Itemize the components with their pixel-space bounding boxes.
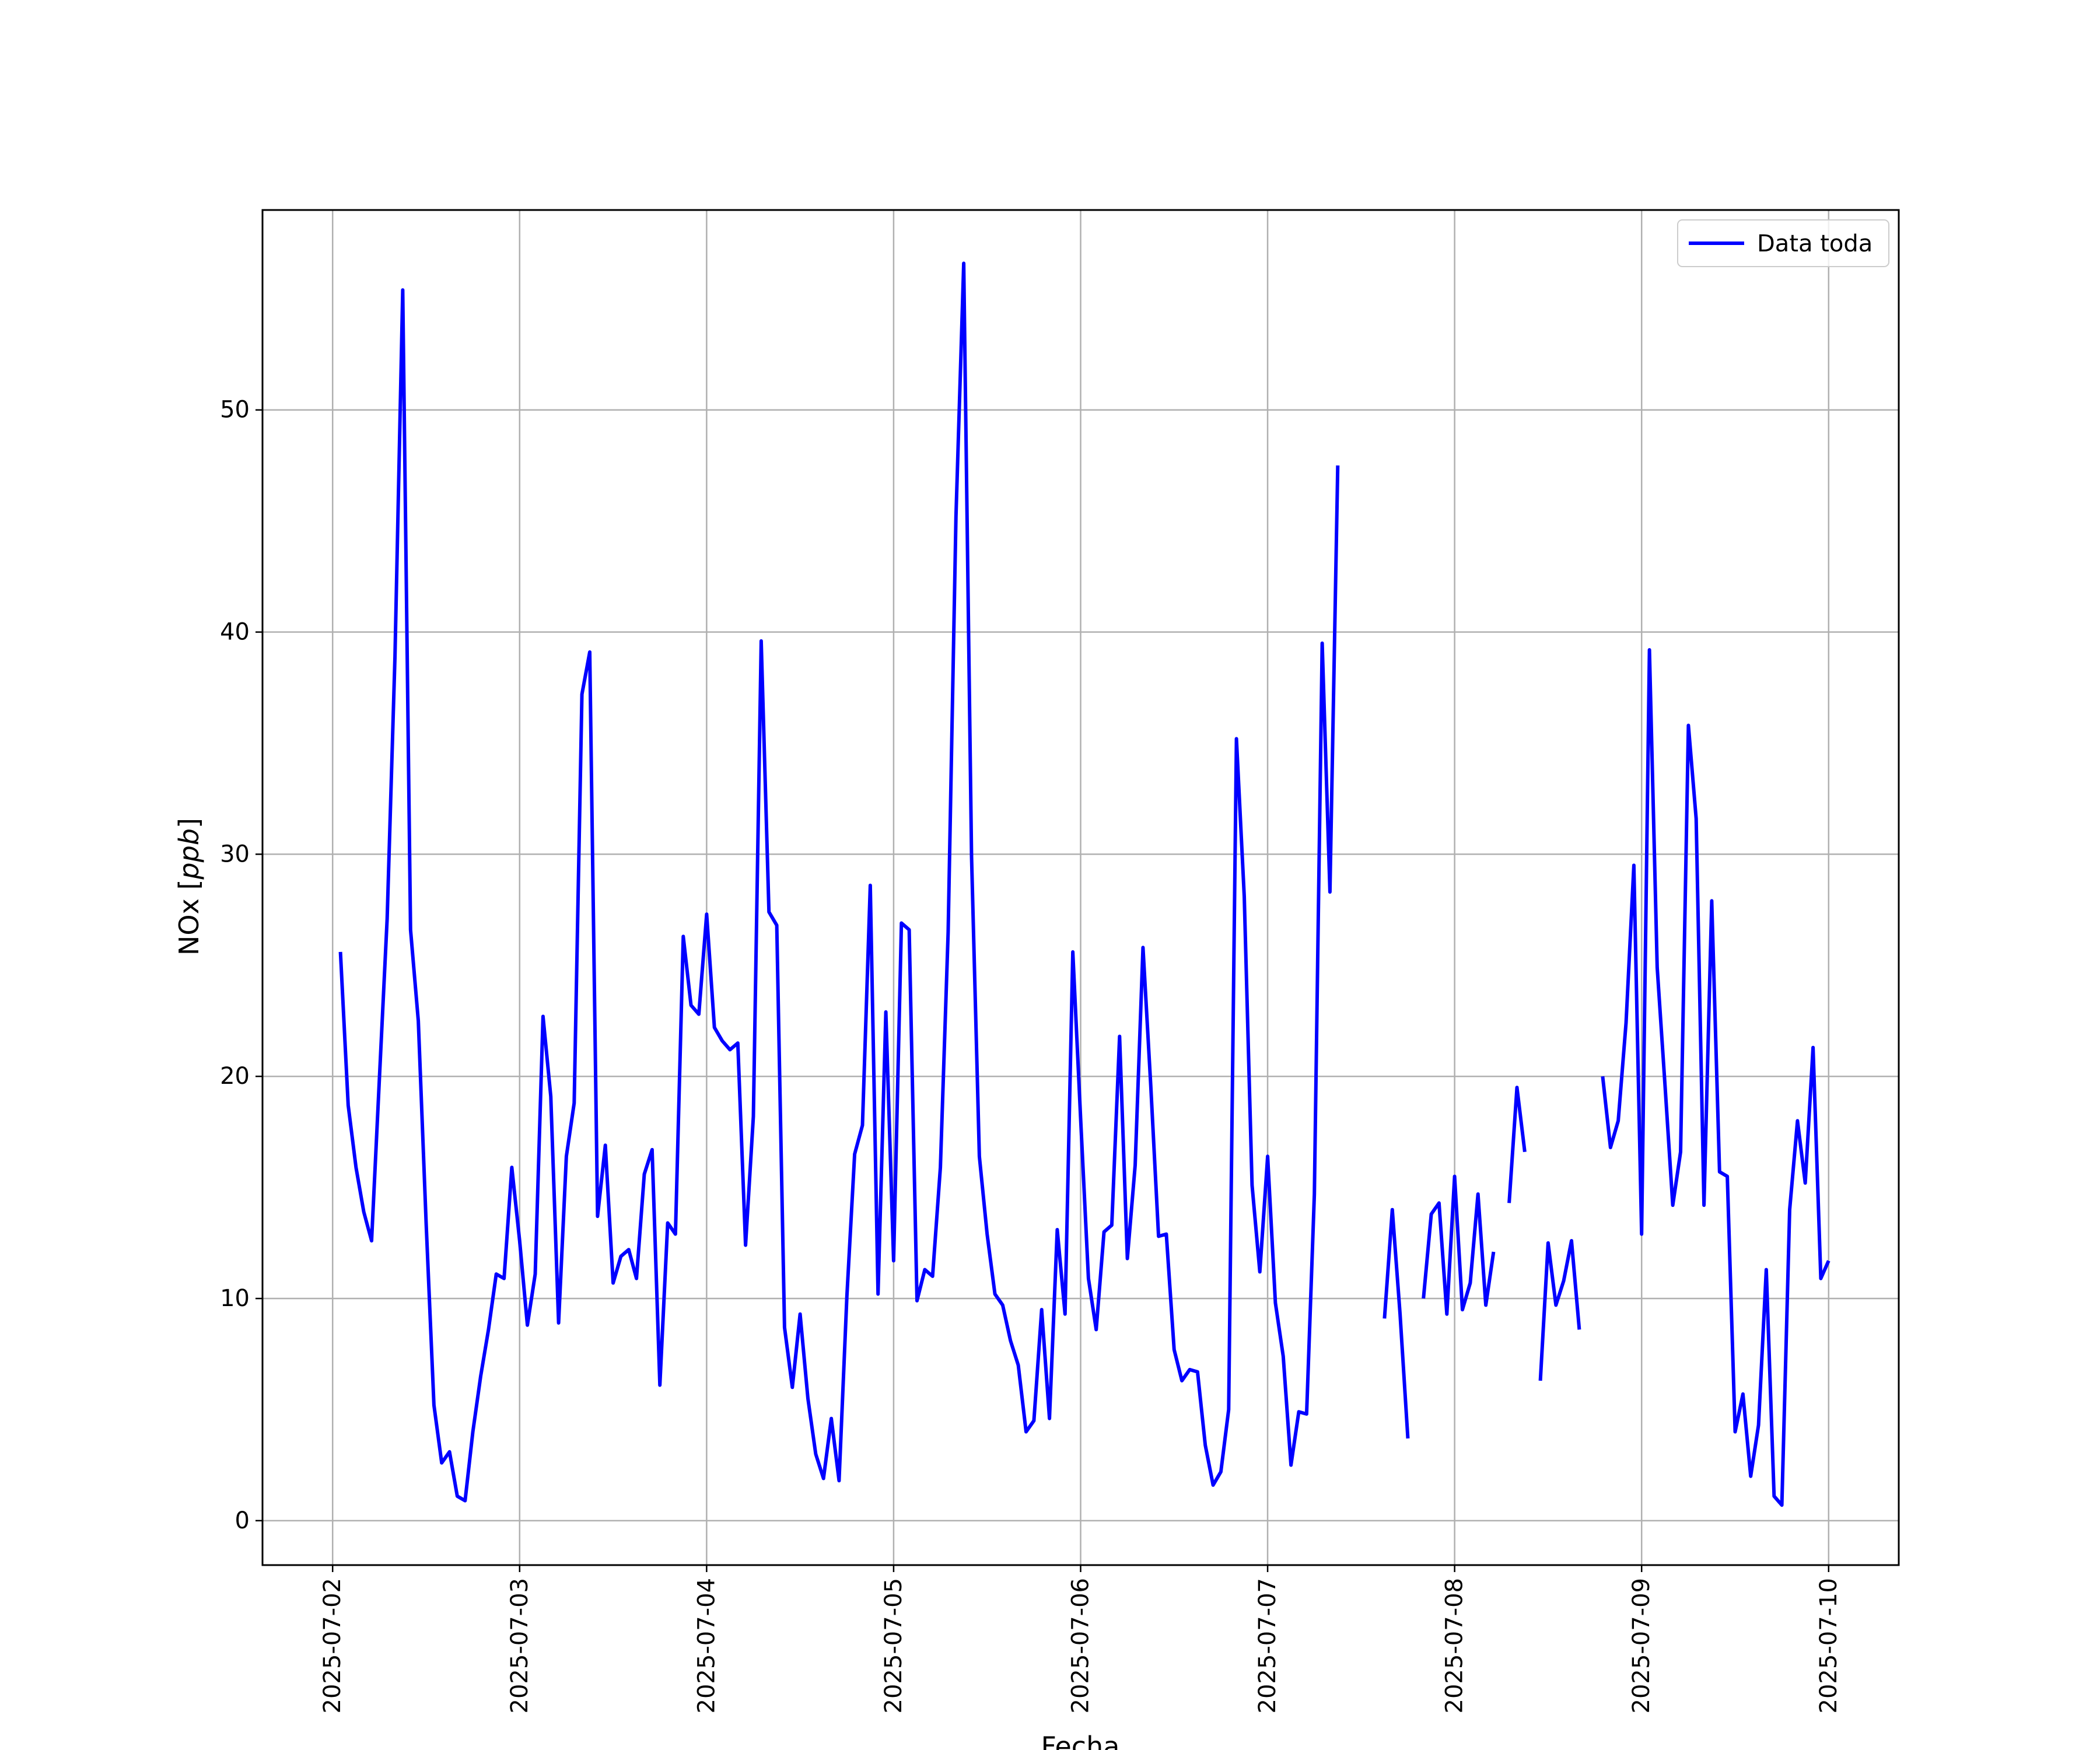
y-tick-label: 40 bbox=[220, 619, 250, 646]
series-line-segment bbox=[1538, 1239, 1581, 1381]
x-tick-label: 2025-07-04 bbox=[693, 1578, 720, 1713]
x-tick-label: 2025-07-08 bbox=[1441, 1578, 1468, 1713]
legend: Data toda bbox=[1677, 219, 1889, 267]
y-tick-label: 50 bbox=[220, 397, 250, 424]
x-tick-label: 2025-07-10 bbox=[1815, 1578, 1842, 1713]
y-ticks: 0 10 20 30 40 50 bbox=[220, 397, 262, 1534]
x-ticks: 2025-07-02 2025-07-03 2025-07-04 2025-07-05… bbox=[319, 1565, 1842, 1713]
x-axis-title: Fecha bbox=[1041, 1731, 1120, 1750]
x-tick-label: 2025-07-09 bbox=[1628, 1578, 1655, 1713]
y-tick-label: 30 bbox=[220, 841, 250, 867]
grid-lines bbox=[262, 210, 1899, 1565]
y-tick-label: 10 bbox=[220, 1285, 250, 1312]
y-axis-title: NOx [ppb] bbox=[173, 818, 205, 956]
x-tick-label: 2025-07-02 bbox=[319, 1578, 346, 1713]
series-line-segment bbox=[338, 261, 1340, 1503]
x-tick-label: 2025-07-07 bbox=[1254, 1578, 1281, 1713]
legend-box bbox=[1677, 219, 1889, 267]
series-line-segment bbox=[1382, 1208, 1410, 1439]
x-tick-label: 2025-07-03 bbox=[506, 1578, 533, 1713]
series-layer bbox=[338, 261, 1831, 1507]
series-line-segment bbox=[1507, 1086, 1527, 1203]
y-tick-label: 0 bbox=[235, 1507, 250, 1534]
series-line-segment bbox=[1601, 648, 1831, 1507]
x-tick-label: 2025-07-05 bbox=[880, 1578, 907, 1713]
x-tick-label: 2025-07-06 bbox=[1068, 1578, 1094, 1713]
y-tick-label: 20 bbox=[220, 1063, 250, 1090]
series-line-segment bbox=[1422, 1174, 1496, 1316]
legend-label: Data toda bbox=[1757, 230, 1873, 257]
